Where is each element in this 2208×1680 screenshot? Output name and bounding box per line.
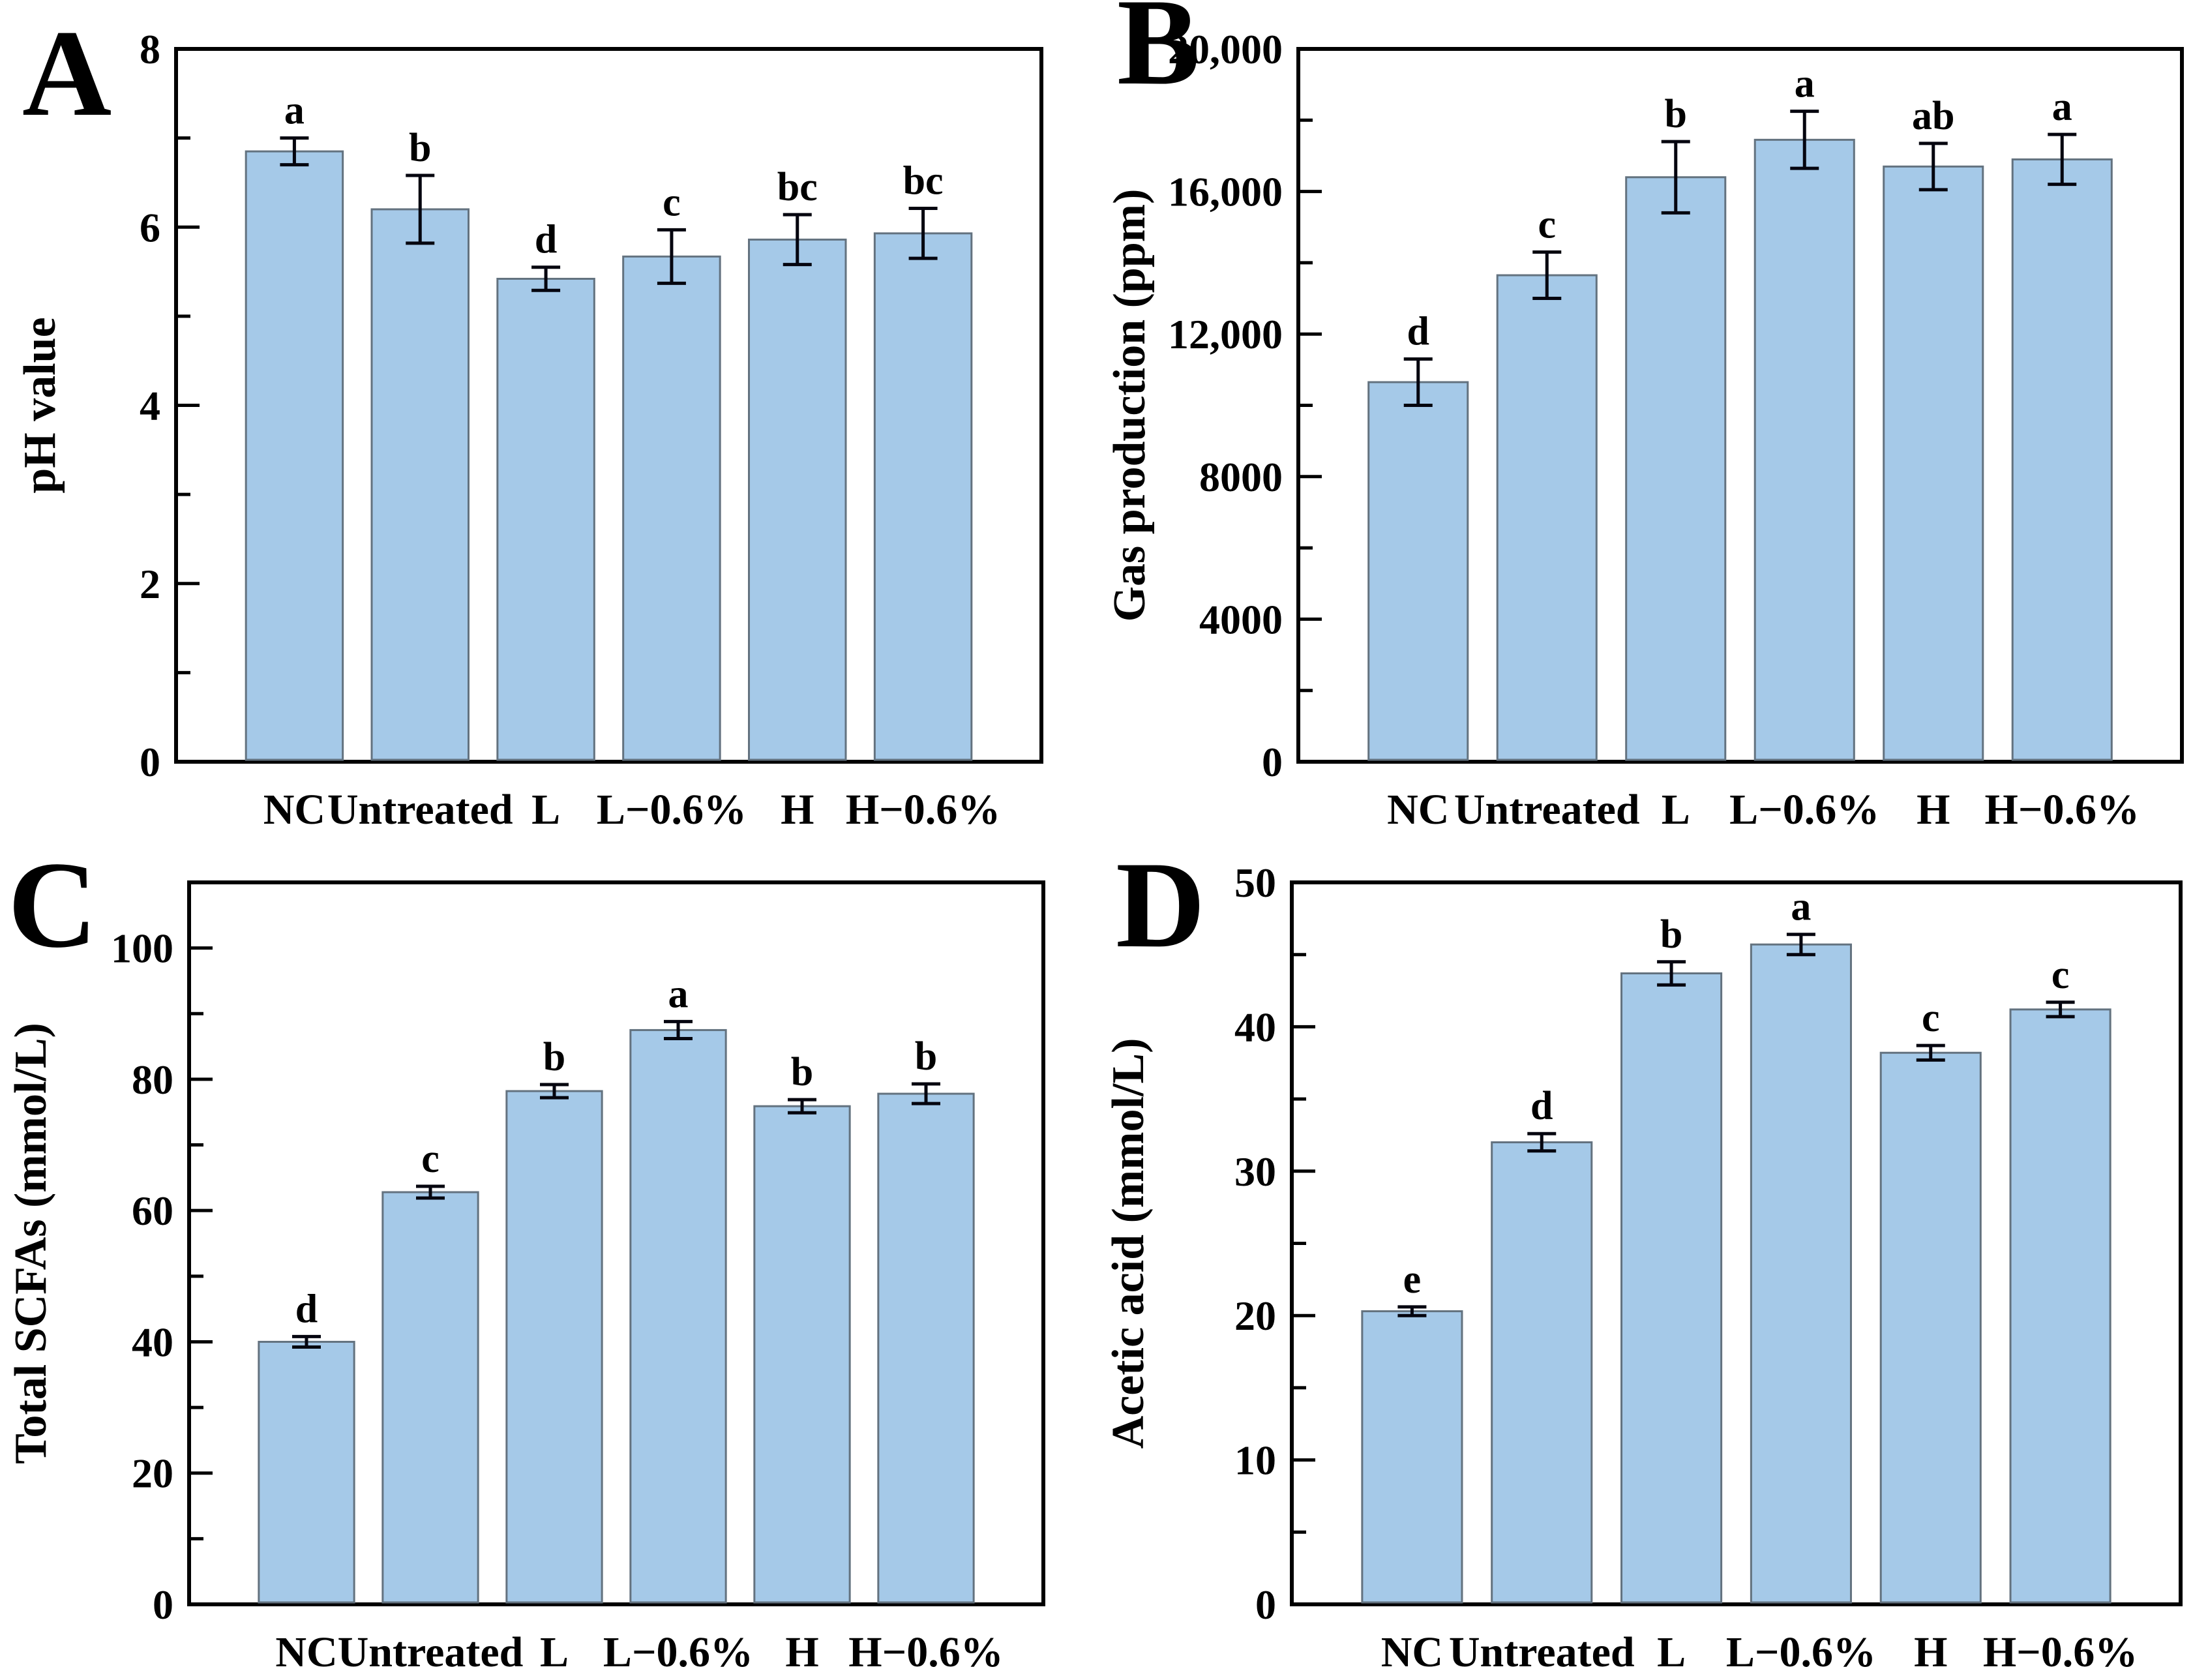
svg-text:H−0.6%: H−0.6% [1983,1628,2138,1676]
svg-text:0: 0 [1262,739,1283,785]
panel-b: B 0 4000 8000 12,000 16,000 20,000 d NC c Untreat… [1104,0,2208,840]
svg-text:H: H [1917,786,1950,833]
svg-text:4000: 4000 [1199,596,1283,642]
svg-text:a: a [1795,62,1815,106]
svg-text:L: L [1657,1628,1686,1676]
svg-text:b: b [1665,92,1687,136]
svg-text:L−0.6%: L−0.6% [1729,786,1879,833]
svg-text:6: 6 [140,204,160,250]
svg-text:a: a [668,972,689,1016]
svg-text:50: 50 [1234,860,1276,906]
svg-text:b: b [1660,912,1682,957]
svg-text:0: 0 [1255,1582,1276,1628]
svg-text:b: b [543,1035,565,1079]
svg-text:8: 8 [140,26,160,72]
svg-text:e: e [1403,1257,1422,1302]
svg-text:80: 80 [132,1057,173,1103]
svg-text:60: 60 [132,1188,173,1234]
svg-text:NC: NC [275,1628,337,1676]
svg-text:a: a [284,89,305,133]
svg-text:2: 2 [140,561,160,607]
svg-text:16,000: 16,000 [1168,169,1283,215]
svg-text:20,000: 20,000 [1168,26,1283,72]
svg-text:40: 40 [132,1319,173,1365]
svg-text:H−0.6%: H−0.6% [846,786,1000,833]
svg-text:a: a [1791,885,1811,929]
svg-text:Untreated: Untreated [338,1628,524,1676]
svg-text:bc: bc [903,159,944,203]
svg-text:40: 40 [1234,1004,1276,1050]
panel-letter-d: D [1116,837,1206,974]
panel-letter-c: C [8,837,98,974]
svg-text:100: 100 [111,925,173,972]
svg-text:d: d [535,218,557,262]
svg-text:d: d [1407,309,1429,353]
svg-text:c: c [2051,953,2070,997]
svg-text:Gas production (ppm): Gas production (ppm) [1105,189,1155,622]
svg-text:b: b [409,126,431,170]
panel-letter-b: B [1117,0,1200,111]
svg-text:0: 0 [153,1582,173,1628]
svg-text:c: c [663,180,681,224]
svg-text:d: d [1530,1084,1553,1128]
chart-a-svg: 0 2 4 6 8 a NC b Untreated d Lc L−0.6% bc Hbc H−0.6% pH… [15,26,1043,833]
svg-text:Total SCFAs (mmol/L): Total SCFAs (mmol/L) [6,1023,56,1464]
svg-text:Untreated: Untreated [1449,1628,1635,1676]
svg-text:H: H [781,786,814,833]
svg-text:10: 10 [1234,1437,1276,1484]
svg-text:ab: ab [1912,94,1954,138]
svg-text:c: c [1922,996,1940,1040]
svg-text:L−0.6%: L−0.6% [597,786,747,833]
svg-text:c: c [1538,203,1556,247]
svg-text:H−0.6%: H−0.6% [1985,786,2140,833]
svg-text:H: H [1914,1628,1947,1676]
svg-text:4: 4 [140,383,160,429]
svg-text:bc: bc [777,165,818,209]
svg-text:L−0.6%: L−0.6% [1726,1628,1876,1676]
svg-text:Untreated: Untreated [1454,786,1640,833]
svg-text:20: 20 [1234,1293,1276,1339]
svg-text:12,000: 12,000 [1168,311,1283,357]
svg-text:H−0.6%: H−0.6% [848,1628,1003,1676]
svg-text:a: a [2052,85,2072,129]
svg-text:L−0.6%: L−0.6% [603,1628,753,1676]
svg-text:L: L [531,786,560,833]
svg-text:pH value: pH value [15,317,65,493]
svg-text:c: c [421,1137,440,1181]
chart-d-svg: 0 10 20 30 40 50 e NC d Untreated b La L−0.6% c Hc H−0.… [1104,860,2183,1676]
svg-text:0: 0 [140,739,160,785]
svg-text:Untreated: Untreated [327,786,513,833]
svg-text:8000: 8000 [1199,454,1283,500]
svg-text:L: L [540,1628,569,1676]
chart-c-svg: 0 20 40 60 80 100 d NC c Untreated b La L−0.6% b Hb H−0… [6,880,1045,1676]
svg-text:30: 30 [1234,1148,1276,1195]
svg-text:NC: NC [1381,1628,1443,1676]
svg-text:b: b [915,1034,937,1079]
svg-text:NC: NC [263,786,325,833]
svg-text:L: L [1662,786,1690,833]
svg-text:NC: NC [1387,786,1449,833]
svg-text:H: H [785,1628,818,1676]
svg-text:20: 20 [132,1450,173,1497]
svg-text:Acetic acid (mmol/L): Acetic acid (mmol/L) [1104,1038,1154,1449]
panel-letter-a: A [22,5,112,142]
svg-text:d: d [295,1287,318,1331]
svg-text:b: b [791,1050,813,1094]
chart-b-svg: 0 4000 8000 12,000 16,000 20,000 d NC c Untreated… [1105,26,2184,833]
